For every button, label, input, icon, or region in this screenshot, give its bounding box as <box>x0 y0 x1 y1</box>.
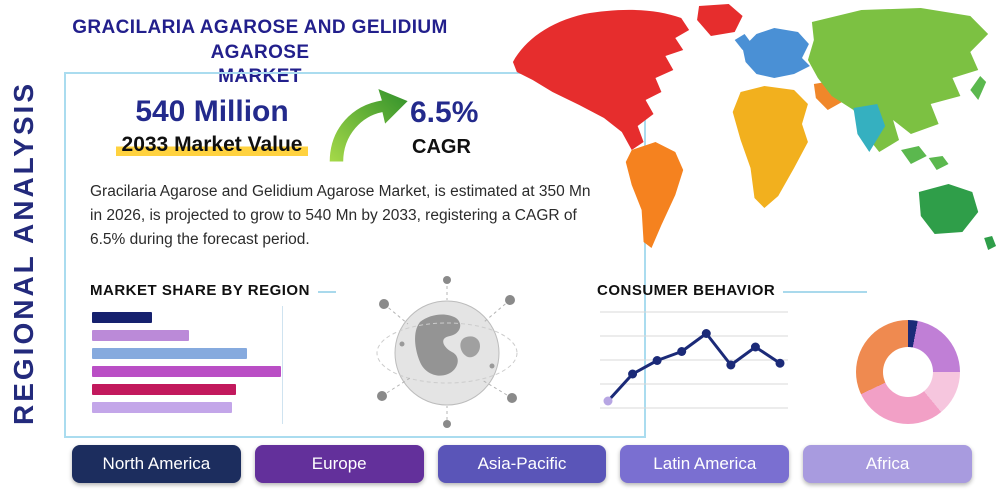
map-india <box>853 104 886 152</box>
line-point <box>652 356 662 365</box>
vertical-section-label: REGIONAL ANALYSIS <box>8 81 39 426</box>
region-button-north-america[interactable]: North America <box>72 445 241 483</box>
consumer-behavior-heading: CONSUMER BEHAVIOR <box>597 282 867 299</box>
region-button-asia-pacific[interactable]: Asia-Pacific <box>437 445 607 483</box>
map-africa <box>732 86 808 208</box>
bar-segment <box>92 366 281 377</box>
line-point <box>775 358 785 368</box>
map-southeast-asia-2 <box>928 156 949 170</box>
globe-network-icon <box>368 274 526 428</box>
bar-segment <box>92 402 232 413</box>
region-button-row: North America Europe Asia-Pacific Latin Ame… <box>72 445 972 483</box>
bar-chart-gridline <box>282 306 283 424</box>
map-south-america <box>625 142 684 248</box>
region-button-africa[interactable]: Africa <box>803 445 972 483</box>
line-point <box>677 347 687 356</box>
consumer-behavior-line-chart <box>600 311 788 409</box>
map-japan <box>970 76 987 100</box>
growth-arrow-icon <box>318 86 418 164</box>
map-asia <box>807 8 989 152</box>
donut-hole <box>883 347 933 397</box>
page-title-line1: GRACILARIA AGAROSE AND GELIDIUM AGAROSE <box>72 17 448 63</box>
cagr-label: CAGR <box>412 136 471 158</box>
page-title-line2: MARKET <box>218 66 302 88</box>
heading-underline <box>783 290 867 293</box>
line-point <box>603 396 613 406</box>
line-point <box>701 329 711 338</box>
market-value-stat: 540 Million <box>135 95 289 128</box>
map-north-america <box>512 9 690 151</box>
content-card <box>64 72 646 438</box>
region-button-europe[interactable]: Europe <box>254 445 424 483</box>
map-new-zealand <box>984 236 997 250</box>
line-point <box>750 342 760 352</box>
map-uk <box>734 34 751 50</box>
page-title: GRACILARIA AGAROSE AND GELIDIUM AGAROSE … <box>30 16 490 90</box>
cagr-stat: 6.5% <box>410 96 479 129</box>
map-greenland <box>697 4 743 36</box>
market-value-caption: 2033 Market Value <box>92 133 332 157</box>
market-description: Gracilaria Agarose and Gelidium Agarose … <box>90 183 591 249</box>
map-australia <box>918 184 979 234</box>
region-button-latin-america[interactable]: Latin America <box>620 445 790 483</box>
bar-segment <box>92 312 152 323</box>
heading-underline <box>317 290 336 293</box>
world-map <box>505 0 1000 270</box>
bar-segment <box>92 330 189 341</box>
line-point <box>726 360 736 370</box>
line-point <box>628 369 638 379</box>
bar-segment <box>92 384 236 395</box>
map-southeast-asia <box>901 146 927 164</box>
market-share-bar-chart <box>92 306 332 424</box>
bar-segment <box>92 348 247 359</box>
market-share-heading: MARKET SHARE BY REGION <box>90 282 336 299</box>
map-europe <box>742 28 810 78</box>
regional-share-donut-chart <box>856 320 960 424</box>
